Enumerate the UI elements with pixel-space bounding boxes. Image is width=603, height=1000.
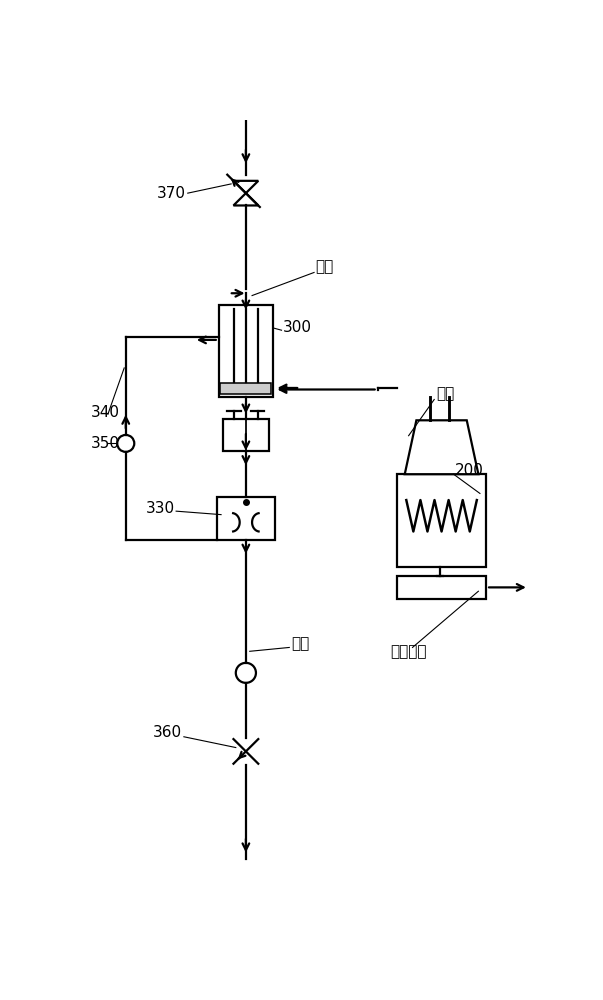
Text: 冷水: 冷水	[315, 259, 334, 274]
Bar	[223, 419, 269, 451]
Text: 340: 340	[91, 405, 120, 420]
Text: 烟气: 烟气	[436, 386, 454, 401]
Bar	[217, 497, 274, 540]
Polygon shape	[397, 474, 486, 567]
Text: 生物肥料: 生物肥料	[390, 644, 427, 659]
Text: 200: 200	[455, 463, 484, 478]
Bar	[219, 305, 273, 397]
Text: 370: 370	[157, 186, 186, 201]
Circle shape	[117, 435, 134, 452]
Polygon shape	[405, 420, 478, 474]
Text: 360: 360	[153, 725, 182, 740]
Text: 330: 330	[145, 501, 175, 516]
Text: 350: 350	[91, 436, 120, 451]
Bar	[220, 383, 271, 394]
Circle shape	[236, 663, 256, 683]
Bar	[397, 576, 486, 599]
Text: 热水: 热水	[291, 636, 309, 651]
Text: 300: 300	[283, 320, 312, 335]
